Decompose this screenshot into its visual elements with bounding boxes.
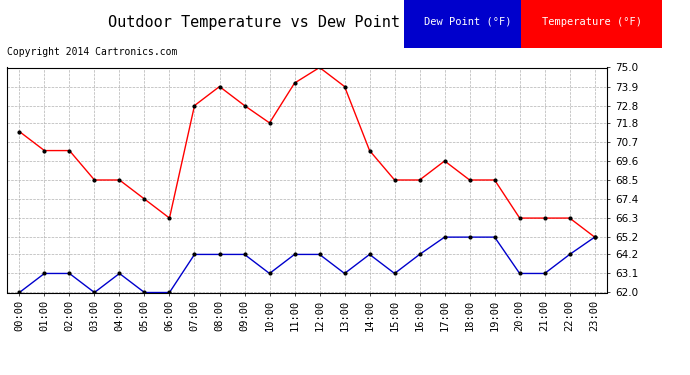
Text: Temperature (°F): Temperature (°F) xyxy=(542,17,642,27)
Text: Dew Point (°F): Dew Point (°F) xyxy=(424,17,512,27)
Text: Copyright 2014 Cartronics.com: Copyright 2014 Cartronics.com xyxy=(7,47,177,57)
Text: Outdoor Temperature vs Dew Point (24 Hours) 20140804: Outdoor Temperature vs Dew Point (24 Hou… xyxy=(108,15,582,30)
